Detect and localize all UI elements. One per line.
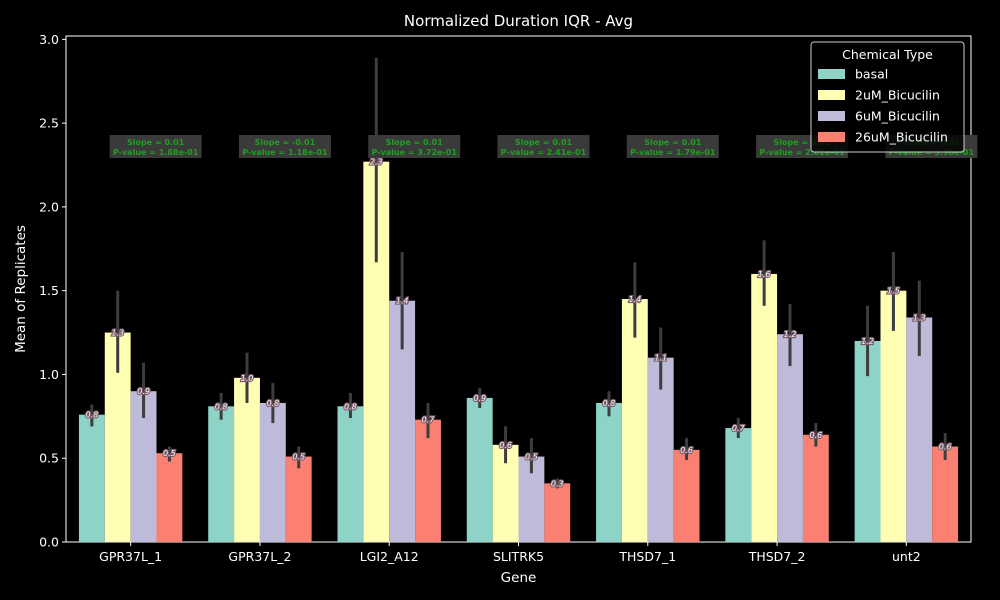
- bar-value-label: 0.8: [603, 399, 616, 408]
- annotation-pvalue: P-value = 1.88e-01: [113, 148, 199, 157]
- bar-value-label: 1.4: [396, 297, 409, 306]
- annotation-pvalue: P-value = 1.18e-01: [242, 148, 328, 157]
- annotation-slope: Slope = 0.01: [773, 138, 831, 147]
- bar-value-label: 1.2: [784, 330, 797, 339]
- y-tick-label: 0.5: [39, 451, 59, 466]
- bar-value-label: 1.5: [887, 287, 900, 296]
- y-tick-label: 1.0: [39, 367, 59, 382]
- x-tick-label: LGI2_A12: [360, 549, 419, 564]
- bar-value-label: 2.3: [370, 158, 383, 167]
- legend: Chemical Type basal 2uM_Bicucilin 6uM_Bicuc…: [810, 41, 965, 153]
- bar-labels: 0.8 1.3 0.9 0.5 0.8 1.0 0.8 0.5 0.8 2.3 1.4 0.7 0.9 0…: [84, 157, 952, 490]
- bar: [78, 414, 105, 542]
- bar-value-label: 0.6: [680, 446, 693, 455]
- bar: [751, 273, 778, 542]
- annotation-slope: Slope = 0.01: [644, 138, 702, 147]
- bar-value-label: 0.3: [551, 479, 564, 488]
- bar-value-label: 1.0: [241, 374, 254, 383]
- bar: [285, 456, 312, 542]
- bar: [208, 406, 235, 542]
- bar: [156, 453, 183, 542]
- annotation-pvalue: P-value = 2.02e-01: [759, 148, 845, 157]
- y-tick-label: 2.5: [39, 116, 59, 131]
- legend-swatch: [818, 69, 845, 79]
- x-tick-label: SLITRK5: [493, 549, 544, 564]
- bar: [337, 406, 364, 542]
- bar-value-label: 0.9: [473, 394, 486, 403]
- chart-title: Normalized Duration IQR - Avg: [404, 12, 633, 30]
- bar: [596, 402, 622, 542]
- x-tick-label: unt2: [892, 549, 921, 564]
- bar-value-label: 1.3: [111, 329, 124, 338]
- legend-entry: 6uM_Bicucilin: [855, 109, 940, 124]
- bar-value-label: 0.6: [809, 431, 822, 440]
- bar-value-label: 1.4: [628, 295, 641, 304]
- bar: [802, 434, 829, 542]
- bar-value-label: 0.7: [422, 416, 436, 425]
- bar-value-label: 0.8: [344, 402, 357, 411]
- y-tick-label: 1.5: [39, 283, 59, 298]
- bar-value-label: 1.3: [913, 313, 926, 322]
- legend-entry: basal: [855, 67, 888, 82]
- y-tick-label: 3.0: [39, 32, 59, 47]
- bar: [880, 290, 907, 542]
- bar: [932, 446, 959, 542]
- error-bars: [90, 57, 947, 489]
- bar: [777, 334, 803, 542]
- bar: [259, 402, 286, 542]
- x-tick-label: THSD7_1: [618, 549, 676, 564]
- bar: [673, 449, 700, 542]
- annotation-slope: Slope = 0.01: [127, 138, 185, 147]
- legend-entry: 26uM_Bicucilin: [855, 130, 948, 145]
- y-axis-label: Mean of Replicates: [13, 225, 29, 353]
- legend-swatch: [818, 90, 845, 100]
- annotation-box: [368, 135, 461, 158]
- legend-entry: 2uM_Bicucilin: [855, 88, 940, 103]
- bar-value-label: 0.8: [85, 411, 98, 420]
- annotation-slope: Slope = 0.01: [386, 138, 444, 147]
- annotation-box: [238, 135, 331, 158]
- legend-swatch: [818, 132, 845, 142]
- annotation-pvalue: P-value = 3.72e-01: [372, 148, 458, 157]
- bar-value-label: 1.6: [758, 270, 771, 279]
- bar: [415, 419, 441, 542]
- annotation-pvalue: P-value = 1.79e-01: [630, 148, 716, 157]
- legend-box: [810, 41, 965, 153]
- bar-value-label: 1.1: [654, 354, 667, 363]
- bar-value-label: 0.9: [137, 387, 150, 396]
- bar-value-label: 1.2: [861, 337, 874, 346]
- bar: [544, 483, 571, 542]
- legend-swatch: [818, 111, 845, 121]
- bar-value-label: 0.5: [163, 449, 176, 458]
- bars: [78, 161, 959, 543]
- bar-value-label: 0.5: [292, 453, 305, 462]
- x-axis-label: Gene: [501, 570, 537, 586]
- legend-title: Chemical Type: [842, 47, 933, 62]
- bar: [621, 299, 648, 542]
- bar-value-label: 0.6: [499, 441, 512, 450]
- y-tick-label: 2.0: [39, 199, 59, 214]
- x-tick-label: GPR37L_1: [99, 549, 162, 564]
- x-tick-label: GPR37L_2: [228, 549, 291, 564]
- bar-value-label: 0.8: [266, 399, 279, 408]
- bar-value-label: 0.8: [215, 402, 228, 411]
- annotation-box: [626, 135, 719, 158]
- x-tick-label: THSD7_2: [748, 549, 806, 564]
- bar-value-label: 0.6: [939, 442, 952, 451]
- bar: [466, 397, 493, 542]
- annotation-box: [497, 135, 590, 158]
- bar-value-label: 0.5: [525, 453, 538, 462]
- bar: [234, 377, 260, 542]
- annotation-slope: Slope = 0.01: [515, 138, 573, 147]
- annotation-slope: Slope = -0.01: [255, 138, 316, 147]
- annotation-pvalue: P-value = 2.41e-01: [501, 148, 587, 157]
- bar: [725, 428, 752, 542]
- bar-value-label: 0.7: [732, 424, 746, 433]
- y-tick-label: 0.0: [39, 535, 59, 550]
- annotation-box: [109, 135, 202, 158]
